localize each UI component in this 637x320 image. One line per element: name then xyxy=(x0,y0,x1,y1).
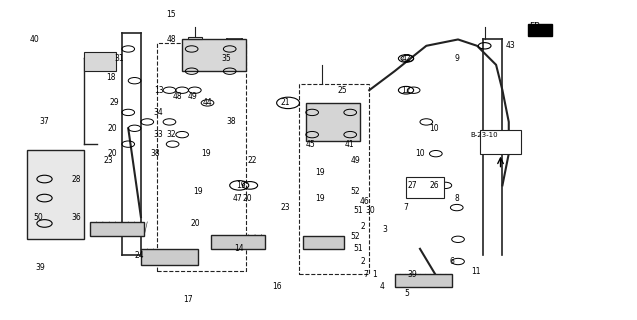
Text: 1: 1 xyxy=(372,270,376,279)
Text: 27: 27 xyxy=(408,181,417,190)
Text: 29: 29 xyxy=(110,99,119,108)
Bar xyxy=(90,222,144,236)
Text: 38: 38 xyxy=(151,149,161,158)
Bar xyxy=(84,52,115,71)
Text: 35: 35 xyxy=(222,54,231,63)
Bar xyxy=(394,274,452,287)
Bar xyxy=(141,249,198,265)
Text: 41: 41 xyxy=(344,140,354,148)
Text: 19: 19 xyxy=(315,194,325,203)
Text: 20: 20 xyxy=(243,194,252,203)
Text: 48: 48 xyxy=(166,35,176,44)
Text: 7: 7 xyxy=(364,270,368,279)
Text: 39: 39 xyxy=(36,263,46,272)
Text: 28: 28 xyxy=(71,174,81,184)
Text: 36: 36 xyxy=(71,212,81,222)
Text: 46: 46 xyxy=(359,197,369,206)
Text: 12: 12 xyxy=(401,86,411,95)
Text: 10: 10 xyxy=(415,149,425,158)
Text: 11: 11 xyxy=(471,267,480,276)
Text: 51: 51 xyxy=(353,206,362,215)
Text: 15: 15 xyxy=(166,10,176,19)
Text: 52: 52 xyxy=(350,187,360,196)
Text: FR.: FR. xyxy=(529,22,543,31)
Text: 19: 19 xyxy=(201,149,210,158)
Text: 8: 8 xyxy=(454,194,459,203)
Text: 32: 32 xyxy=(166,130,176,139)
Bar xyxy=(27,150,84,239)
Text: 33: 33 xyxy=(154,130,164,139)
Text: 5: 5 xyxy=(405,289,410,298)
Text: 20: 20 xyxy=(108,149,117,158)
Text: 13: 13 xyxy=(154,86,164,95)
Polygon shape xyxy=(528,24,552,36)
Text: 7: 7 xyxy=(404,203,408,212)
Text: 39: 39 xyxy=(408,270,417,279)
Text: 22: 22 xyxy=(247,156,257,164)
Text: 21: 21 xyxy=(281,99,290,108)
Text: 23: 23 xyxy=(103,156,113,164)
Text: 24: 24 xyxy=(135,251,145,260)
Text: 6: 6 xyxy=(449,257,454,266)
Text: 47: 47 xyxy=(233,194,242,203)
Text: 4: 4 xyxy=(380,282,384,292)
Text: 2: 2 xyxy=(361,222,365,231)
Text: 20: 20 xyxy=(108,124,117,133)
Text: 14: 14 xyxy=(234,244,244,253)
Bar xyxy=(480,130,522,154)
Text: B-23-10: B-23-10 xyxy=(471,132,499,138)
Text: 19: 19 xyxy=(193,187,203,196)
Bar xyxy=(182,39,246,71)
Text: 48: 48 xyxy=(173,92,183,101)
Text: 42: 42 xyxy=(401,54,411,63)
Text: 44: 44 xyxy=(203,99,212,108)
Text: 9: 9 xyxy=(454,54,459,63)
Text: 19: 19 xyxy=(236,181,246,190)
Bar xyxy=(189,37,203,39)
Bar xyxy=(299,84,369,274)
Text: 19: 19 xyxy=(315,168,325,177)
Text: 49: 49 xyxy=(350,156,360,164)
Text: 25: 25 xyxy=(338,86,347,95)
Text: 51: 51 xyxy=(353,244,362,253)
Text: 49: 49 xyxy=(188,92,198,101)
Text: 2: 2 xyxy=(361,257,365,266)
Text: 10: 10 xyxy=(429,124,439,133)
Bar xyxy=(157,43,246,271)
Text: 18: 18 xyxy=(106,73,115,82)
Bar xyxy=(406,178,444,198)
Bar xyxy=(306,103,360,141)
Text: 23: 23 xyxy=(281,203,290,212)
Text: 30: 30 xyxy=(366,206,375,215)
Text: 26: 26 xyxy=(429,181,439,190)
Text: 37: 37 xyxy=(39,117,50,126)
Bar xyxy=(211,235,264,249)
Text: 40: 40 xyxy=(29,35,39,44)
Text: 17: 17 xyxy=(183,295,193,304)
Bar xyxy=(303,236,344,249)
Text: 34: 34 xyxy=(154,108,164,117)
Text: 43: 43 xyxy=(505,41,515,50)
Text: 20: 20 xyxy=(190,219,199,228)
Text: 52: 52 xyxy=(350,232,360,241)
Text: 50: 50 xyxy=(33,212,43,222)
Text: 31: 31 xyxy=(114,54,124,63)
Text: 16: 16 xyxy=(273,282,282,292)
Text: 3: 3 xyxy=(383,225,387,234)
Text: 38: 38 xyxy=(227,117,236,126)
Text: 45: 45 xyxy=(306,140,316,148)
